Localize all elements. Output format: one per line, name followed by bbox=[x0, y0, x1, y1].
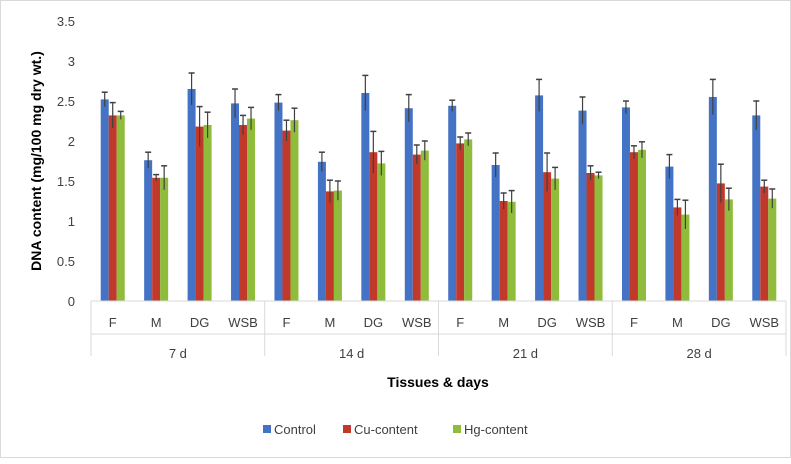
category-tick-label: WSB bbox=[749, 315, 779, 330]
bar-cu-content bbox=[716, 183, 725, 301]
legend-swatch-hg-content bbox=[453, 425, 461, 433]
category-tick-label: DG bbox=[537, 315, 557, 330]
x-axis-label: Tissues & days bbox=[387, 374, 489, 390]
bar-hg-content bbox=[247, 118, 256, 301]
bar-cu-content bbox=[673, 207, 682, 301]
legend-label: Control bbox=[274, 422, 316, 437]
category-tick-label: F bbox=[282, 315, 290, 330]
y-tick-label: 1.5 bbox=[57, 174, 75, 189]
group-label: 28 d bbox=[686, 346, 711, 361]
y-axis-label: DNA content (mg/100 mg dry wt.) bbox=[28, 51, 44, 271]
bar-hg-content bbox=[160, 177, 169, 301]
bar-control bbox=[144, 160, 153, 301]
y-tick-label: 0.5 bbox=[57, 254, 75, 269]
y-tick-label: 2 bbox=[68, 134, 75, 149]
bar-hg-content bbox=[551, 178, 560, 301]
bar-control bbox=[448, 105, 457, 301]
bar-hg-content bbox=[464, 139, 473, 301]
category-tick-label: M bbox=[672, 315, 683, 330]
bar-hg-content bbox=[116, 115, 125, 302]
category-tick-label: F bbox=[630, 315, 638, 330]
bar-control bbox=[491, 165, 500, 301]
y-tick-label: 2.5 bbox=[57, 94, 75, 109]
bar-control bbox=[665, 166, 674, 301]
category-tick-label: WSB bbox=[402, 315, 432, 330]
category-tick-label: WSB bbox=[576, 315, 606, 330]
group-label: 21 d bbox=[513, 346, 538, 361]
bar-hg-content bbox=[290, 120, 299, 301]
bar-hg-content bbox=[333, 190, 342, 301]
bar-cu-content bbox=[369, 152, 378, 301]
bar-hg-content bbox=[768, 198, 777, 301]
bar-cu-content bbox=[239, 125, 248, 301]
bar-hg-content bbox=[681, 214, 690, 301]
bar-cu-content bbox=[412, 154, 421, 301]
bar-hg-content bbox=[594, 175, 603, 301]
category-tick-label: F bbox=[109, 315, 117, 330]
bar-cu-content bbox=[195, 126, 204, 301]
bar-hg-content bbox=[507, 201, 516, 301]
bar-hg-content bbox=[637, 149, 646, 301]
bar-control bbox=[578, 110, 587, 301]
bar-cu-content bbox=[760, 186, 769, 301]
bar-cu-content bbox=[325, 191, 334, 301]
legend-label: Hg-content bbox=[464, 422, 528, 437]
bar-control bbox=[187, 89, 196, 301]
bar-cu-content bbox=[282, 130, 291, 301]
bar-control bbox=[621, 107, 630, 302]
category-tick-label: M bbox=[324, 315, 335, 330]
bar-hg-content bbox=[724, 199, 733, 301]
legend-swatch-cu-content bbox=[343, 425, 351, 433]
category-tick-label: F bbox=[456, 315, 464, 330]
legend-swatch-control bbox=[263, 425, 271, 433]
category-tick-label: WSB bbox=[228, 315, 258, 330]
bar-control bbox=[535, 95, 544, 302]
bar-cu-content bbox=[108, 115, 117, 302]
bar-control bbox=[361, 93, 370, 301]
bar-control bbox=[317, 161, 326, 301]
group-label: 14 d bbox=[339, 346, 364, 361]
bar-cu-content bbox=[543, 172, 552, 301]
bar-control bbox=[100, 99, 109, 302]
category-tick-label: DG bbox=[364, 315, 384, 330]
y-tick-label: 1 bbox=[68, 214, 75, 229]
bar-control bbox=[404, 108, 413, 301]
bar-control bbox=[274, 102, 283, 301]
category-tick-label: M bbox=[151, 315, 162, 330]
y-tick-label: 0 bbox=[68, 294, 75, 309]
bar-control bbox=[231, 103, 240, 302]
group-label: 7 d bbox=[169, 346, 187, 361]
bar-cu-content bbox=[629, 152, 638, 301]
bar-cu-content bbox=[152, 177, 161, 301]
bar-hg-content bbox=[420, 150, 429, 301]
bar-cu-content bbox=[456, 143, 465, 301]
y-tick-label: 3 bbox=[68, 54, 75, 69]
bar-hg-content bbox=[203, 125, 212, 301]
bar-hg-content bbox=[377, 163, 386, 301]
bar-cu-content bbox=[586, 173, 595, 301]
legend-label: Cu-content bbox=[354, 422, 418, 437]
bar-control bbox=[752, 115, 761, 302]
bar-control bbox=[708, 97, 717, 301]
category-tick-label: M bbox=[498, 315, 509, 330]
y-tick-label: 3.5 bbox=[57, 14, 75, 29]
bar-cu-content bbox=[499, 201, 508, 301]
category-tick-label: DG bbox=[190, 315, 210, 330]
category-tick-label: DG bbox=[711, 315, 731, 330]
